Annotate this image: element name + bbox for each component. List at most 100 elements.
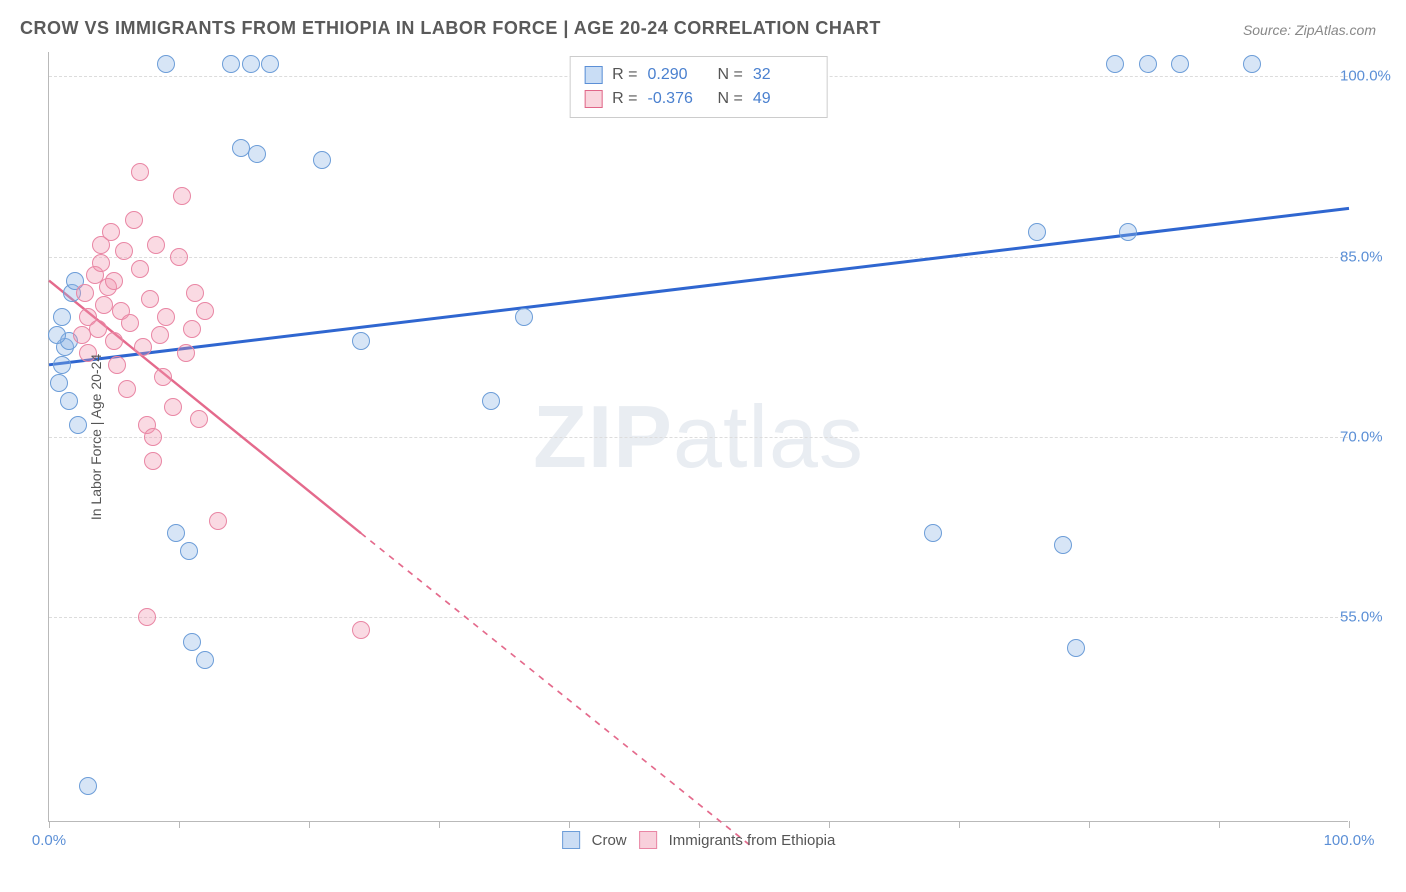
data-point [242,55,260,73]
n-value-crow: 32 [753,63,813,87]
y-tick-label: 70.0% [1340,429,1400,446]
data-point [102,223,120,241]
x-tick [829,821,830,828]
data-point [147,236,165,254]
data-point [190,410,208,428]
r-value-crow: 0.290 [648,63,708,87]
data-point [1119,223,1137,241]
y-tick-label: 55.0% [1340,609,1400,626]
legend-label-ethiopia: Immigrants from Ethiopia [669,832,836,849]
data-point [60,392,78,410]
data-point [196,651,214,669]
scatter-points [49,52,1348,821]
data-point [170,248,188,266]
chart-container: ZIPatlas 55.0%70.0%85.0%100.0% In Labor … [48,52,1348,822]
data-point [144,452,162,470]
data-point [352,621,370,639]
data-point [183,320,201,338]
data-point [131,260,149,278]
data-point [1243,55,1261,73]
x-tick [1089,821,1090,828]
data-point [125,211,143,229]
data-point [482,392,500,410]
data-point [105,332,123,350]
data-point [105,272,123,290]
data-point [1067,639,1085,657]
data-point [157,55,175,73]
legend-stats-box: R = 0.290 N = 32 R = -0.376 N = 49 [569,56,828,118]
data-point [186,284,204,302]
x-tick [179,821,180,828]
x-tick [1349,821,1350,828]
x-tick [959,821,960,828]
data-point [95,296,113,314]
data-point [79,777,97,795]
x-tick [309,821,310,828]
n-value-ethiopia: 49 [753,87,813,111]
data-point [115,242,133,260]
n-label: N = [718,87,743,111]
data-point [53,356,71,374]
legend-stats-swatch-crow [584,66,602,84]
r-label: R = [612,87,637,111]
x-tick [49,821,50,828]
data-point [180,542,198,560]
data-point [134,338,152,356]
y-tick-label: 100.0% [1340,68,1400,85]
data-point [515,308,533,326]
x-tick [699,821,700,828]
data-point [73,326,91,344]
data-point [50,374,68,392]
data-point [141,290,159,308]
data-point [138,608,156,626]
data-point [89,320,107,338]
data-point [352,332,370,350]
data-point [1106,55,1124,73]
r-label: R = [612,63,637,87]
data-point [177,344,195,362]
data-point [313,151,331,169]
legend-stats-row-crow: R = 0.290 N = 32 [584,63,813,87]
data-point [76,284,94,302]
x-tick-label: 0.0% [32,832,66,849]
data-point [118,380,136,398]
r-value-ethiopia: -0.376 [648,87,708,111]
data-point [924,524,942,542]
data-point [1171,55,1189,73]
data-point [151,326,169,344]
legend-swatch-ethiopia [639,831,657,849]
data-point [69,416,87,434]
x-tick [439,821,440,828]
data-point [183,633,201,651]
data-point [261,55,279,73]
x-tick [1219,821,1220,828]
data-point [222,55,240,73]
data-point [164,398,182,416]
data-point [154,368,172,386]
data-point [53,308,71,326]
legend-bottom: Crow Immigrants from Ethiopia [562,831,836,849]
data-point [248,145,266,163]
legend-stats-swatch-ethiopia [584,90,602,108]
data-point [48,326,66,344]
x-tick-label: 100.0% [1324,832,1375,849]
source-attribution: Source: ZipAtlas.com [1243,22,1376,38]
legend-swatch-crow [562,831,580,849]
data-point [1028,223,1046,241]
data-point [108,356,126,374]
data-point [1054,536,1072,554]
data-point [131,163,149,181]
data-point [196,302,214,320]
legend-stats-row-ethiopia: R = -0.376 N = 49 [584,87,813,111]
plot-area: ZIPatlas 55.0%70.0%85.0%100.0% In Labor … [48,52,1348,822]
data-point [92,254,110,272]
data-point [1139,55,1157,73]
data-point [167,524,185,542]
chart-title: CROW VS IMMIGRANTS FROM ETHIOPIA IN LABO… [20,18,881,39]
y-axis-title: In Labor Force | Age 20-24 [88,353,104,519]
data-point [209,512,227,530]
legend-label-crow: Crow [592,832,627,849]
n-label: N = [718,63,743,87]
data-point [173,187,191,205]
y-tick-label: 85.0% [1340,248,1400,265]
